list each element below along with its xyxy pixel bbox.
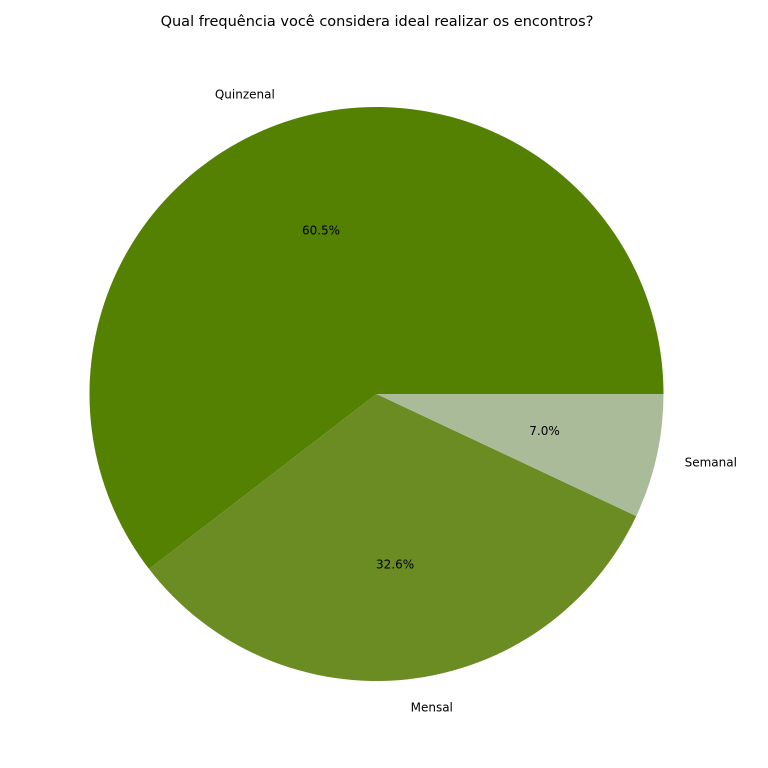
- pie-slice-quinzenal: [89, 106, 664, 570]
- slice-value-quinzenal: 60.5%: [302, 223, 340, 237]
- pie-labels: Quinzenal 60.5% Mensal 32.6% Semanal 7.0%: [215, 88, 737, 715]
- pie-slices: [89, 106, 664, 681]
- slice-value-mensal: 32.6%: [376, 558, 414, 572]
- slice-label-mensal: Mensal: [411, 700, 453, 714]
- slice-label-quinzenal: Quinzenal: [215, 88, 275, 102]
- slice-value-semanal: 7.0%: [529, 424, 560, 438]
- pie-slice-mensal: [149, 394, 637, 681]
- chart-title: Qual frequência você considera ideal rea…: [161, 14, 594, 30]
- slice-label-semanal: Semanal: [685, 455, 737, 469]
- pie-slice-semanal: [376, 394, 664, 517]
